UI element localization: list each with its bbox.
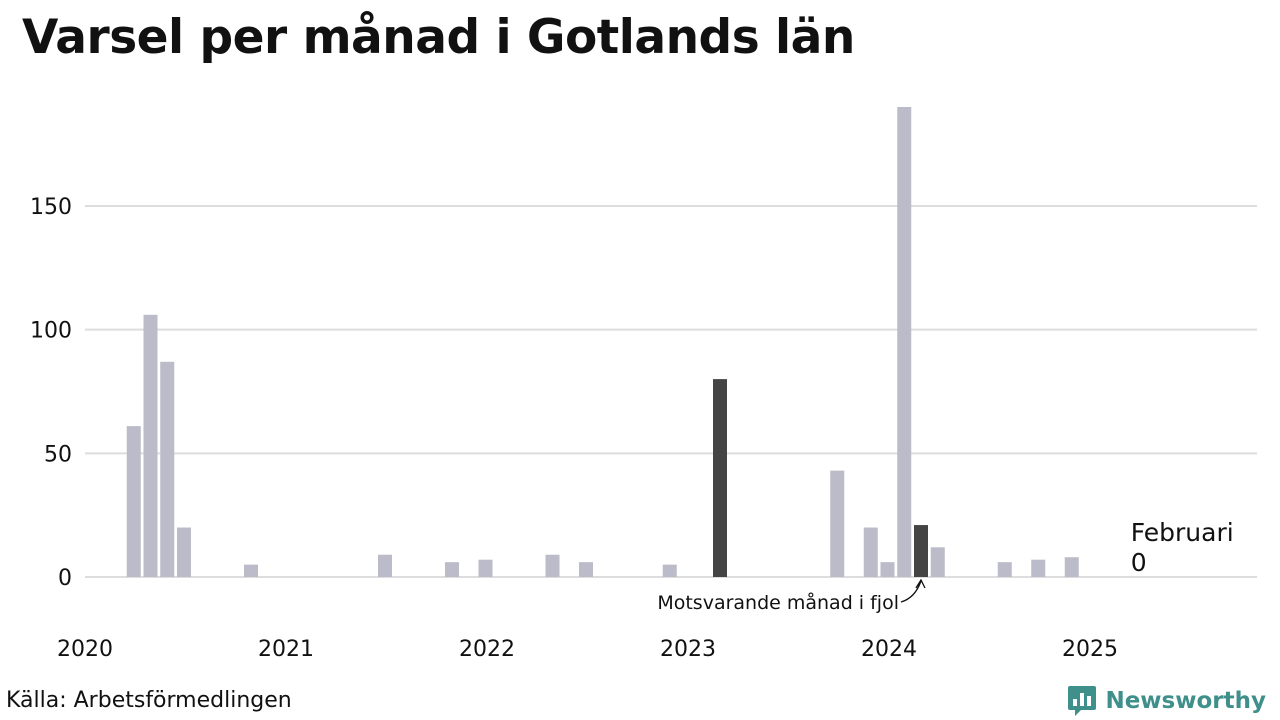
x-tick-label: 2020 (57, 637, 113, 662)
bar (863, 527, 878, 577)
annotations: Motsvarande månad i fjol Februari 0 (657, 518, 1233, 614)
y-tick-label: 0 (58, 566, 72, 591)
bar (997, 562, 1012, 577)
y-tick-label: 50 (44, 442, 72, 467)
bar (478, 559, 493, 577)
x-tick-label: 2021 (258, 637, 314, 662)
bar (830, 470, 845, 577)
bar (160, 361, 175, 577)
bar (880, 562, 895, 577)
brand-logo[interactable]: Newsworthy (1067, 684, 1266, 718)
bar (1031, 559, 1046, 577)
brand-name: Newsworthy (1105, 688, 1266, 714)
y-tick-label: 100 (30, 319, 72, 344)
x-tick-label: 2022 (459, 637, 515, 662)
x-tick-label: 2025 (1062, 637, 1118, 662)
bar-highlight (713, 379, 727, 577)
chart-title: Varsel per månad i Gotlands län (22, 10, 855, 65)
bar (177, 527, 191, 577)
bar (897, 107, 912, 577)
bar (1064, 557, 1079, 577)
bar (545, 554, 560, 577)
bar (662, 564, 677, 577)
x-tick-label: 2023 (660, 637, 716, 662)
gridlines (85, 204, 1257, 578)
source-note: Källa: Arbetsförmedlingen (6, 688, 292, 713)
bar (579, 562, 593, 577)
latest-month-label: Februari (1131, 518, 1234, 547)
bar (378, 554, 392, 577)
y-axis-ticks: 0 50 100 150 (30, 195, 72, 591)
annotation-previous-year: Motsvarande månad i fjol (657, 591, 899, 614)
bar (445, 562, 459, 577)
x-tick-label: 2024 (861, 637, 917, 662)
bar-highlight (914, 525, 928, 577)
latest-month-value: 0 (1131, 548, 1147, 577)
x-axis-ticks: 2020 2021 2022 2023 2024 2025 (57, 637, 1118, 662)
newsworthy-logo-icon (1068, 686, 1097, 716)
bars (126, 107, 1079, 577)
bar (930, 547, 945, 577)
bar (143, 314, 158, 577)
annotation-arrow (900, 578, 926, 603)
y-tick-label: 150 (30, 195, 72, 220)
bar (244, 564, 258, 577)
bar (126, 426, 141, 577)
